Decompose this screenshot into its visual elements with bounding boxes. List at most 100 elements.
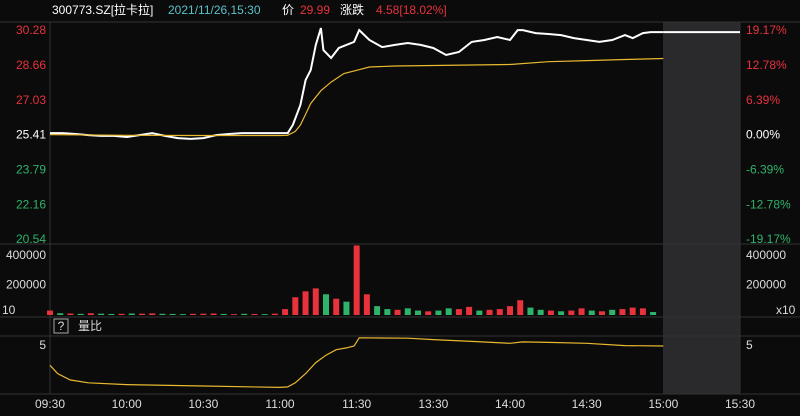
volume-bar [639, 308, 646, 315]
help-box[interactable] [53, 318, 69, 334]
x-tick-label: 11:30 [342, 397, 371, 411]
volume-bar [425, 311, 432, 315]
stock-code: 300773.SZ[拉卡拉] [52, 2, 153, 17]
y-tick-label: 22.16 [16, 197, 46, 211]
volume-bar [404, 308, 411, 315]
volume-bar [374, 306, 381, 315]
volume-bar [558, 311, 565, 315]
after-hours-band [663, 22, 740, 394]
volume-bar [282, 309, 289, 315]
panel-title: 量比 [78, 319, 102, 333]
x-tick-label: 14:30 [572, 397, 602, 411]
volume-bar [486, 309, 493, 315]
volume-bar [241, 313, 248, 315]
y2-tick-label: 200000 [746, 278, 786, 292]
y-tick-label: 27.03 [16, 93, 46, 107]
volume-bar [588, 310, 595, 315]
line [49, 337, 664, 389]
volume-bar [220, 313, 227, 315]
y2-tick-label: 6.39% [746, 93, 780, 107]
unit-label: x10 [776, 303, 796, 317]
x-tick-label: 15:00 [648, 397, 678, 411]
y-tick-label: 20.54 [16, 232, 46, 246]
volume-bar [333, 298, 340, 315]
volume-bar [169, 313, 176, 315]
y2-tick-label: 400000 [746, 248, 786, 262]
x-tick-label: 10:30 [188, 397, 218, 411]
volume-bar [312, 288, 319, 315]
volume-bar [87, 313, 94, 315]
y-tick-label: 30.28 [16, 23, 46, 37]
volume-bar [455, 309, 462, 315]
volume-bar [231, 314, 237, 315]
y2-tick-label: 12.78% [746, 58, 787, 72]
y2-tick-label: 5 [746, 338, 753, 352]
volume-bar [47, 310, 53, 315]
volume-bar [108, 313, 115, 315]
volume-bar [527, 307, 534, 315]
volume-bar [445, 308, 452, 315]
volume-bar [323, 294, 329, 315]
volume-bar [537, 309, 544, 315]
volume-bar [394, 309, 401, 315]
x-tick-label: 10:00 [112, 397, 142, 411]
volume-bar [159, 313, 166, 315]
volume-bar [57, 313, 64, 315]
volume-bar [466, 306, 473, 315]
x-tick-label: 09:30 [35, 397, 65, 411]
volume-bar [619, 309, 626, 315]
volume-bar [650, 312, 657, 315]
x-tick-label: 13:30 [418, 397, 448, 411]
volume-bar [599, 311, 605, 315]
volume-bar [98, 313, 105, 315]
y2-tick-label: 19.17% [746, 23, 787, 37]
volume-bar [415, 310, 421, 315]
volume-bar [363, 294, 370, 315]
volume-bar [507, 306, 513, 315]
change: 4.58[18.02%] [376, 3, 447, 17]
price: 29.99 [300, 3, 330, 17]
volume-bar [353, 245, 360, 315]
y-tick-label: 200000 [6, 278, 46, 292]
volume-bar [271, 313, 278, 315]
x-tick-label: 11:00 [265, 397, 294, 411]
volume-bar [179, 314, 186, 315]
y2-tick-label: -12.78% [746, 197, 791, 211]
y2-tick-label: -19.17% [746, 232, 791, 246]
help-icon[interactable]: ? [58, 319, 65, 333]
volume-bar [547, 310, 554, 315]
y2-tick-label: -6.39% [746, 163, 784, 177]
volume-bar [568, 310, 575, 315]
volume-bar [261, 314, 268, 315]
x-tick-label: 14:00 [495, 397, 525, 411]
y-tick-label: 25.41 [16, 128, 46, 142]
line [50, 27, 664, 140]
volume-bar [629, 307, 636, 315]
volume-bar [118, 313, 125, 315]
datetime: 2021/11/26,15:30 [168, 3, 261, 17]
volume-bar [435, 310, 442, 315]
volume-bar [139, 313, 145, 315]
line [49, 57, 664, 137]
y-tick-label: 28.66 [16, 58, 46, 72]
volume-bar [292, 297, 299, 315]
volume-bar [476, 310, 483, 315]
volume-bar [517, 300, 524, 315]
volume-bar [67, 313, 74, 315]
volume-bar [149, 313, 156, 315]
volume-bar [190, 313, 197, 315]
volume-bar [77, 313, 84, 315]
x-tick-label: 15:30 [725, 397, 755, 411]
unit-label: 10 [2, 303, 16, 317]
price-label: 价 [282, 3, 294, 17]
y-tick-label: 400000 [6, 248, 46, 262]
volume-bar [200, 313, 207, 315]
volume-bar [384, 309, 391, 315]
volume-bar [343, 301, 350, 315]
volume-bar [128, 313, 135, 315]
volume-bar [251, 313, 258, 315]
y2-tick-label: 0.00% [746, 128, 780, 142]
volume-bar [302, 291, 309, 315]
y-tick-label: 23.79 [16, 162, 46, 176]
